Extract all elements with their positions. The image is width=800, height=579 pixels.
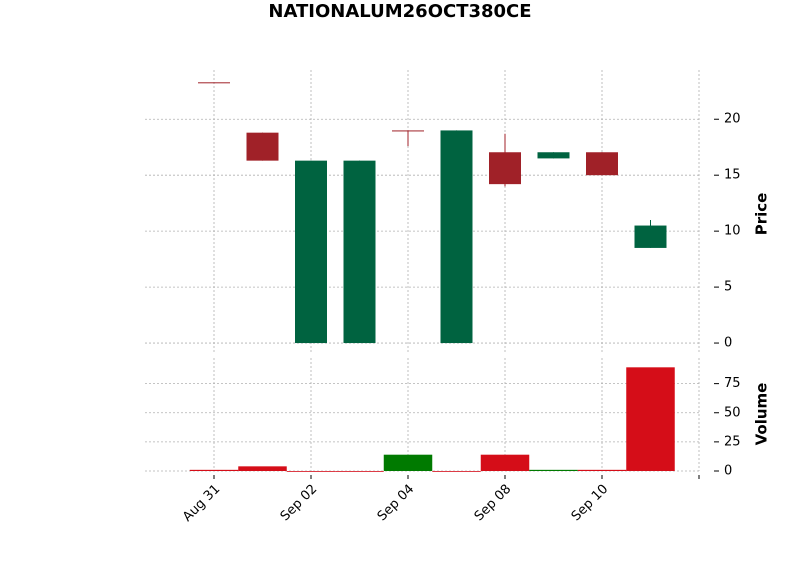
y2-tick-label: 0 [724,464,732,479]
volume-bar [189,469,239,471]
y2-tick-label: 75 [724,376,741,391]
candle-body [343,160,376,344]
y-tick-label: 20 [724,112,741,127]
volume-bar [480,454,530,471]
volume-bar [626,367,675,471]
y-tick-label: 10 [724,224,741,239]
x-tick-label: Sep 10 [569,482,612,525]
volume-bar [383,454,433,471]
candle-body [295,160,327,344]
candle-body [440,130,473,344]
volume-bar [238,466,287,471]
y2-tick-label: 50 [724,405,741,420]
volume-bar [335,471,384,472]
volume-bar [529,469,578,471]
candle-body [634,225,667,248]
x-tick-label: Sep 08 [472,482,515,525]
y-tick-label: 15 [724,168,741,183]
candle-body [392,130,424,132]
candle-body [198,82,230,84]
y2-axis-label: Volume [753,383,771,446]
x-tick-label: Sep 02 [278,482,321,525]
x-tick-label: Aug 31 [180,482,223,525]
volume-bar [432,471,481,472]
candle-body [586,152,618,176]
volume-bar [577,469,627,471]
y-axis-label: Price [753,193,771,236]
y-tick-label: 5 [724,280,732,295]
candle-body [246,132,279,161]
candle-body [537,152,570,159]
x-tick-label: Sep 04 [375,482,418,525]
y-tick-label: 0 [724,336,732,351]
y2-tick-label: 25 [724,434,741,449]
volume-bar [286,471,336,472]
candle-body [489,152,521,185]
chart-title: NATIONALUM26OCT380CE [268,1,531,22]
